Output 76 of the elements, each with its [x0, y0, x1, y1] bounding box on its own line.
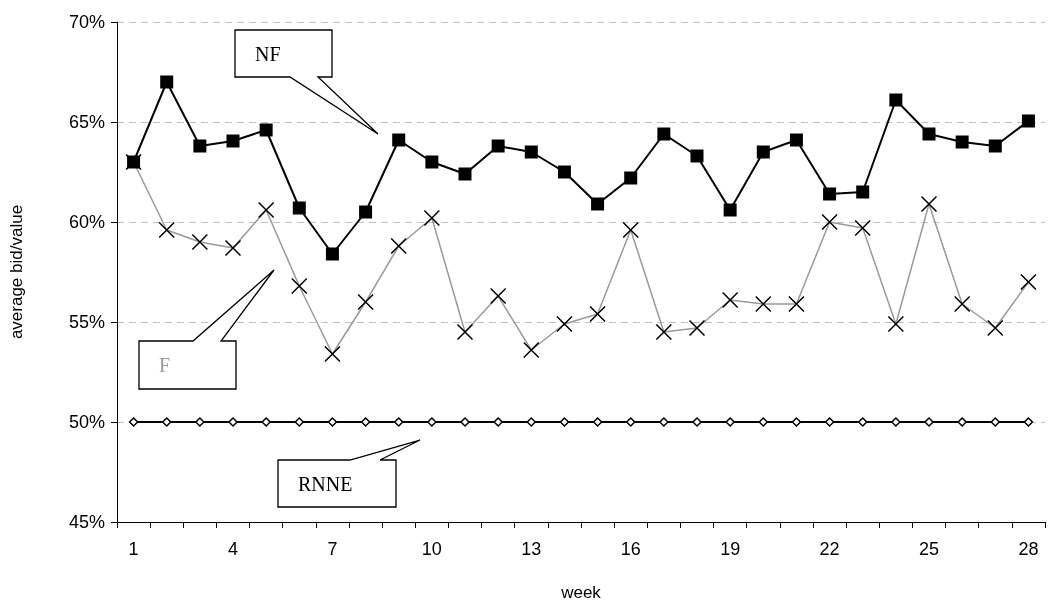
point: [325, 247, 339, 261]
point: [723, 203, 737, 217]
point: [756, 145, 770, 159]
point: [360, 417, 371, 427]
y-tick-label: 45%: [68, 512, 105, 532]
x-tick-label: 7: [327, 539, 338, 559]
x-tick-label: 25: [918, 539, 940, 559]
point: [1023, 417, 1034, 427]
point: [392, 133, 406, 147]
x-tick-label: 19: [720, 539, 741, 559]
point: [425, 155, 439, 169]
point: [1021, 114, 1035, 128]
point: [292, 201, 306, 215]
y-tick-label: 60%: [68, 212, 105, 232]
point: [592, 417, 603, 427]
point: [427, 417, 437, 427]
point: [857, 417, 868, 427]
callout-box: F: [138, 269, 275, 390]
point: [359, 205, 373, 219]
point: [226, 134, 240, 148]
point: [625, 417, 636, 427]
point: [161, 417, 172, 427]
point: [692, 417, 702, 427]
point: [988, 139, 1002, 153]
point: [526, 417, 537, 427]
point: [659, 417, 669, 427]
x-tick-label: 13: [521, 539, 542, 559]
point: [789, 133, 803, 147]
point: [524, 145, 538, 159]
point: [824, 417, 835, 427]
point: [955, 135, 969, 149]
point: [725, 417, 735, 427]
y-tick-label: 70%: [68, 12, 105, 32]
x-tick-label: 28: [1018, 539, 1039, 559]
point: [924, 417, 934, 427]
x-axis-title: week: [560, 583, 602, 602]
x-tick-label: 1: [128, 539, 139, 559]
callout-box: NF: [234, 29, 379, 135]
y-tick-label: 55%: [68, 312, 105, 332]
x-tick-label: 22: [819, 539, 840, 559]
point: [758, 417, 769, 427]
point: [294, 417, 305, 427]
point: [690, 149, 704, 163]
point: [393, 417, 404, 427]
point: [327, 417, 338, 427]
point: [791, 417, 802, 427]
point: [990, 417, 1001, 427]
point: [823, 187, 837, 201]
point: [559, 417, 570, 427]
y-tick-label: 50%: [68, 412, 105, 432]
point: [891, 417, 901, 427]
x-tick-label: 16: [620, 539, 641, 559]
point: [591, 197, 605, 211]
point: [624, 171, 638, 185]
point: [957, 417, 967, 427]
point: [128, 417, 139, 427]
callout-box: RNNE: [277, 439, 421, 508]
point: [458, 167, 472, 181]
point: [193, 139, 207, 153]
x-tick-label: 10: [421, 539, 442, 559]
point: [261, 417, 271, 427]
point: [259, 123, 273, 137]
point: [889, 93, 903, 107]
point: [493, 417, 503, 427]
point: [160, 75, 174, 89]
x-tick-label: 4: [227, 539, 239, 559]
y-axis-title: average bid/value: [7, 204, 26, 340]
point: [491, 139, 505, 153]
y-tick-label: 65%: [68, 112, 105, 132]
point: [195, 417, 205, 427]
point: [922, 127, 936, 141]
point: [228, 417, 238, 427]
point: [856, 185, 870, 199]
point: [557, 165, 571, 179]
point: [460, 417, 470, 427]
point: [657, 127, 671, 141]
